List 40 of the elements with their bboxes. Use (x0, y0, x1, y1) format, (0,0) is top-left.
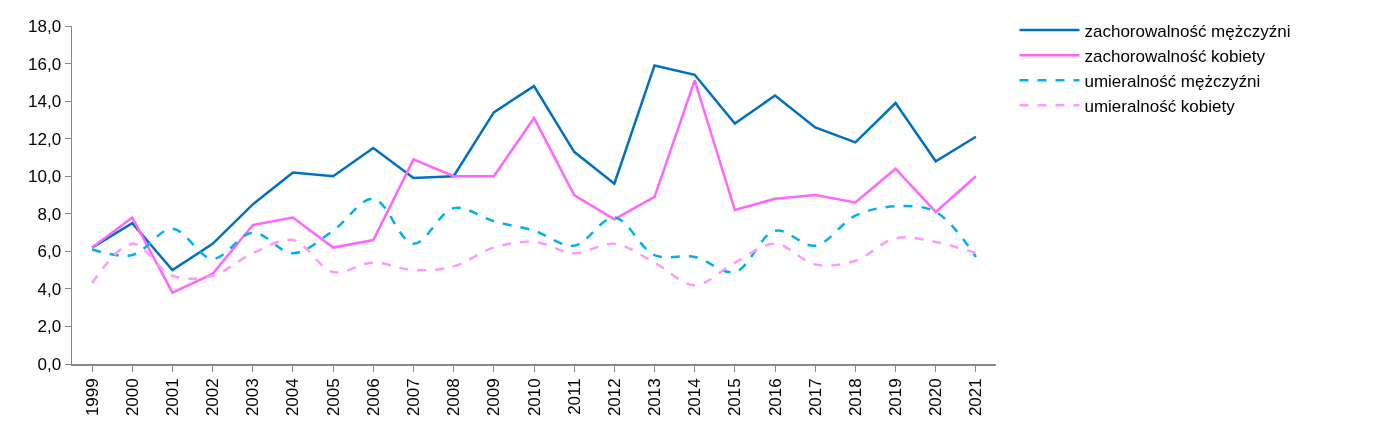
x-tick-label: 2013 (645, 378, 665, 417)
x-tick-label: 2020 (926, 378, 946, 417)
y-tick-label: 18,0 (28, 16, 62, 36)
x-tick-label: 2009 (484, 378, 504, 417)
y-tick-label: 8,0 (37, 204, 62, 224)
x-tick-label: 2010 (524, 378, 544, 417)
x-tick-label: 2007 (404, 378, 424, 417)
line-series (90, 79, 978, 294)
y-tick-label: 10,0 (28, 167, 62, 187)
legend-label: umieralność mężczyźni (1084, 71, 1261, 91)
x-tick-label: 2017 (805, 378, 825, 417)
x-tick-label: 2003 (243, 378, 263, 417)
x-tick-label: 1999 (82, 378, 102, 417)
x-tick-label: 2012 (604, 378, 624, 417)
y-tick-label: 16,0 (28, 54, 62, 74)
x-tick-label: 2015 (725, 378, 745, 417)
y-tick-label: 6,0 (37, 242, 62, 262)
line-series (90, 197, 978, 274)
x-tick-label: 2001 (162, 378, 182, 417)
x-tick-label: 2016 (765, 378, 785, 417)
y-tick-label: 12,0 (28, 129, 62, 149)
x-tick-label: 2006 (363, 378, 383, 417)
legend-label: zachorowalność mężczyźni (1084, 21, 1291, 41)
y-tick-label: 4,0 (37, 279, 62, 299)
x-tick-label: 2008 (444, 378, 464, 417)
x-tick-label: 2021 (966, 378, 986, 417)
x-tick-label: 2011 (564, 378, 584, 415)
x-tick-label: 2005 (323, 378, 343, 417)
line-series (90, 236, 978, 287)
x-tick-label: 2018 (845, 378, 865, 417)
legend-label: zachorowalność kobiety (1084, 46, 1266, 66)
x-tick-label: 2014 (685, 378, 705, 417)
legend-label: umieralność kobiety (1084, 96, 1236, 116)
x-tick-label: 2004 (283, 378, 303, 417)
y-tick-label: 2,0 (37, 317, 62, 337)
x-tick-label: 2019 (886, 378, 906, 417)
x-tick-label: 2000 (122, 378, 142, 417)
y-tick-label: 0,0 (37, 354, 62, 374)
x-tick-label: 2002 (203, 378, 223, 417)
y-tick-label: 14,0 (28, 92, 62, 112)
